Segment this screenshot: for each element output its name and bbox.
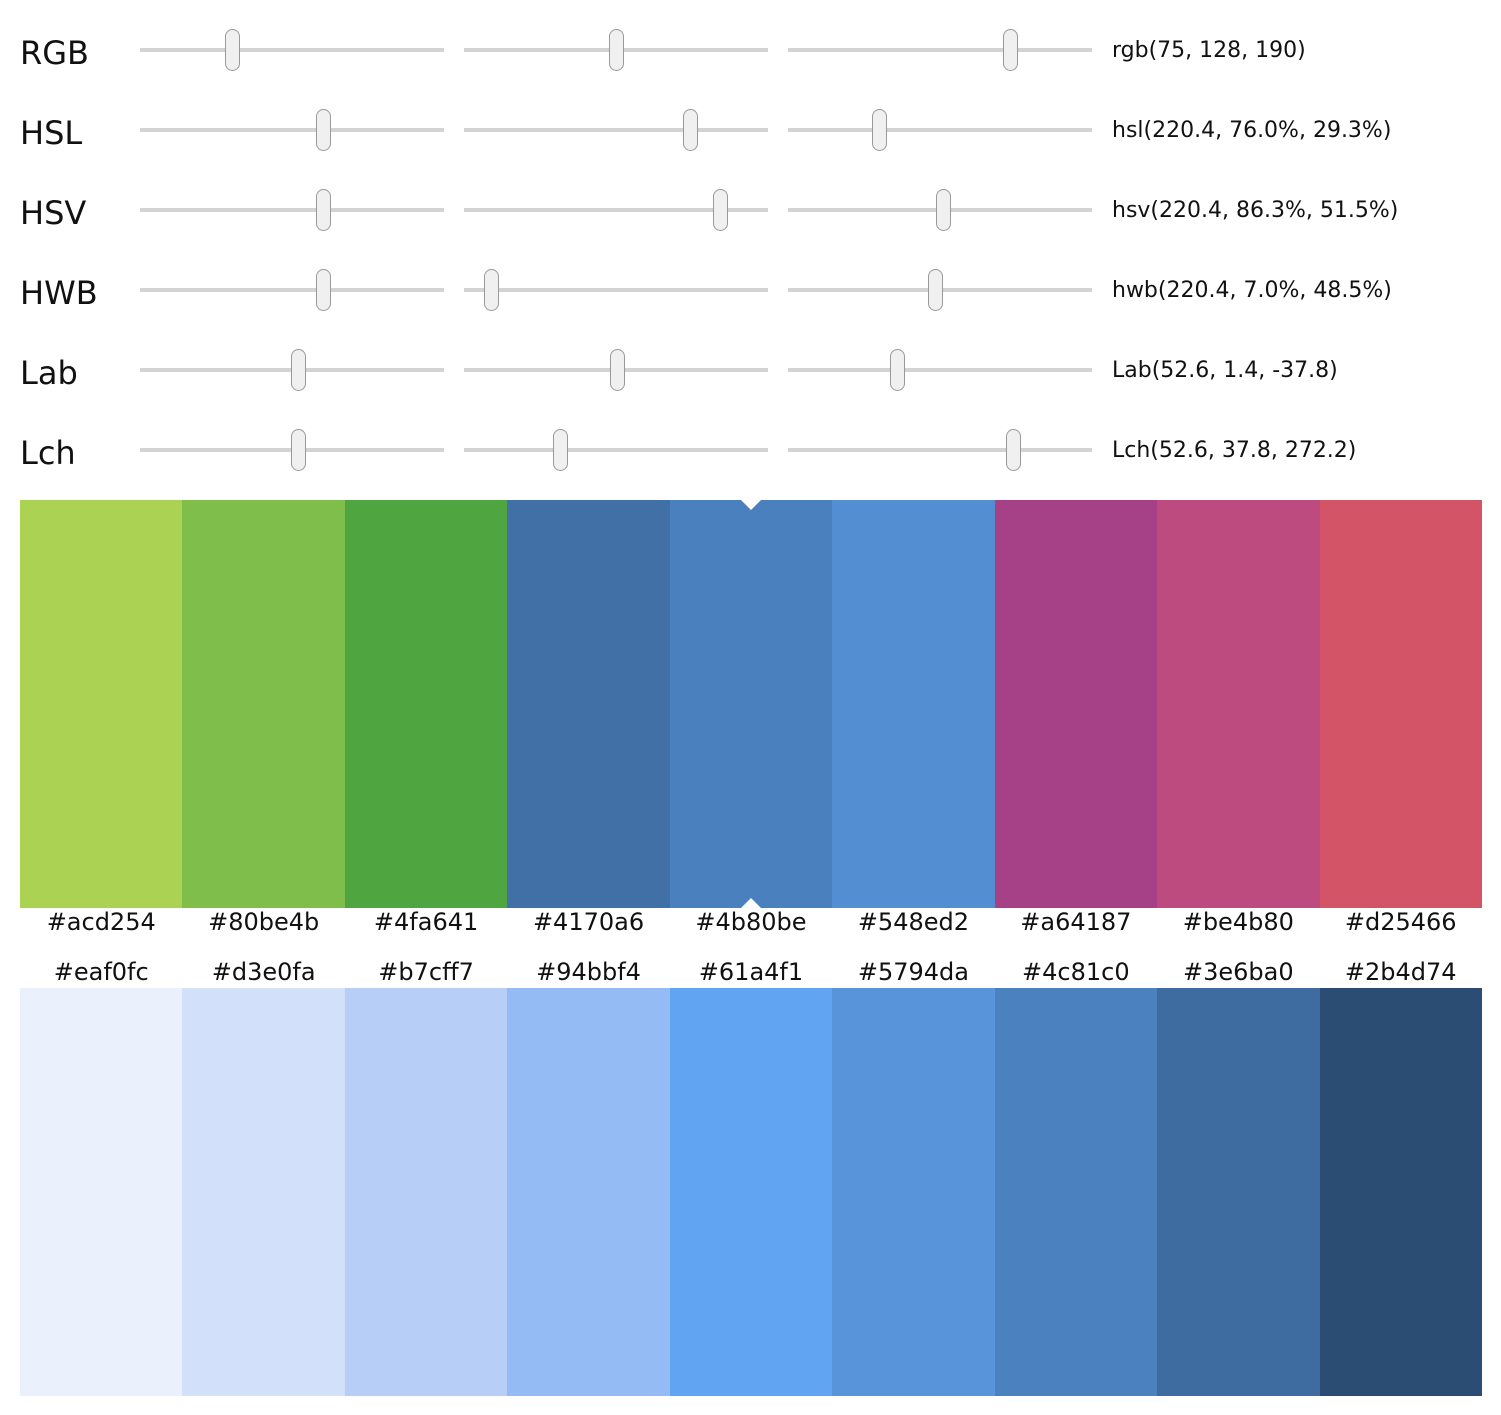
slider-thumb[interactable]: [927, 269, 943, 311]
model-row-hsv: HSV hsv(220.4, 86.3%, 51.5%): [0, 180, 1501, 240]
harmony-swatch[interactable]: [1157, 500, 1320, 908]
model-row-rgb: RGB rgb(75, 128, 190): [0, 20, 1501, 80]
slider-thumb[interactable]: [553, 429, 569, 471]
model-label: Lab: [20, 354, 78, 392]
slider-thumb[interactable]: [608, 29, 624, 71]
model-value: Lch(52.6, 37.8, 272.2): [1112, 438, 1357, 463]
shades-hex: #3e6ba0: [1182, 958, 1294, 986]
harmony-swatch[interactable]: [669, 500, 833, 908]
shades-hex: #94bbf4: [536, 958, 641, 986]
harmony-hex: #4fa641: [373, 908, 479, 936]
shades-hex: #d3e0fa: [211, 958, 316, 986]
harmony-hex: #548ed2: [857, 908, 969, 936]
harmony-swatch[interactable]: [182, 500, 345, 908]
model-label: RGB: [20, 34, 89, 72]
model-label: HWB: [20, 274, 98, 312]
slider-thumb[interactable]: [610, 349, 626, 391]
slider-thumb[interactable]: [316, 189, 332, 231]
harmony-hex: #be4b80: [1182, 908, 1294, 936]
harmony-swatch[interactable]: [832, 500, 995, 908]
harmony-swatch[interactable]: [507, 500, 670, 908]
model-value: hwb(220.4, 7.0%, 48.5%): [1112, 278, 1392, 303]
slider-hwb-2[interactable]: [464, 269, 768, 311]
slider-thumb[interactable]: [872, 109, 888, 151]
slider-thumb[interactable]: [712, 189, 728, 231]
slider-hwb-3[interactable]: [788, 269, 1092, 311]
slider-lch-1[interactable]: [140, 429, 444, 471]
shades-hex: #5794da: [857, 958, 969, 986]
slider-hsl-1[interactable]: [140, 109, 444, 151]
model-value: hsv(220.4, 86.3%, 51.5%): [1112, 198, 1399, 223]
shades-swatch[interactable]: [832, 988, 995, 1396]
slider-hsl-2[interactable]: [464, 109, 768, 151]
slider-thumb[interactable]: [224, 29, 240, 71]
shade-swatches: [20, 988, 1482, 1396]
slider-thumb[interactable]: [316, 109, 332, 151]
slider-hwb-1[interactable]: [140, 269, 444, 311]
shades-swatch[interactable]: [507, 988, 670, 1396]
shades-swatch[interactable]: [994, 988, 1158, 1396]
slider-hsv-1[interactable]: [140, 189, 444, 231]
slider-thumb[interactable]: [936, 189, 952, 231]
model-value: hsl(220.4, 76.0%, 29.3%): [1112, 118, 1392, 143]
slider-rgb-2[interactable]: [464, 29, 768, 71]
model-value: rgb(75, 128, 190): [1112, 38, 1306, 63]
slider-thumb[interactable]: [1002, 29, 1018, 71]
harmony-swatch[interactable]: [1319, 500, 1482, 908]
harmony-swatches: [20, 500, 1482, 908]
slider-lch-2[interactable]: [464, 429, 768, 471]
selected-marker-top: [741, 500, 761, 510]
shades-swatch[interactable]: [182, 988, 345, 1396]
harmony-swatch[interactable]: [20, 500, 183, 908]
harmony-hex: #a64187: [1020, 908, 1132, 936]
harmony-swatch[interactable]: [344, 500, 508, 908]
slider-lab-1[interactable]: [140, 349, 444, 391]
model-row-lch: Lch Lch(52.6, 37.8, 272.2): [0, 420, 1501, 480]
model-label: HSV: [20, 194, 87, 232]
slider-hsv-2[interactable]: [464, 189, 768, 231]
model-row-hsl: HSL hsl(220.4, 76.0%, 29.3%): [0, 100, 1501, 160]
model-value: Lab(52.6, 1.4, -37.8): [1112, 358, 1338, 383]
model-label: Lch: [20, 434, 76, 472]
shades-swatch[interactable]: [344, 988, 508, 1396]
slider-rgb-3[interactable]: [788, 29, 1092, 71]
slider-lch-3[interactable]: [788, 429, 1092, 471]
harmony-hex: #80be4b: [208, 908, 320, 936]
harmony-hex: #4b80be: [695, 908, 807, 936]
slider-thumb[interactable]: [682, 109, 698, 151]
model-row-lab: Lab Lab(52.6, 1.4, -37.8): [0, 340, 1501, 400]
shades-hex: #61a4f1: [698, 958, 804, 986]
slider-thumb[interactable]: [1005, 429, 1021, 471]
shades-hex: #eaf0fc: [53, 958, 149, 986]
harmony-hex: #acd254: [46, 908, 156, 936]
slider-hsv-3[interactable]: [788, 189, 1092, 231]
slider-hsl-3[interactable]: [788, 109, 1092, 151]
model-row-hwb: HWB hwb(220.4, 7.0%, 48.5%): [0, 260, 1501, 320]
slider-thumb[interactable]: [291, 349, 307, 391]
slider-rgb-1[interactable]: [140, 29, 444, 71]
harmony-hex-labels: #acd254 #80be4b #4fa641 #4170a6 #4b80be #548e…: [20, 908, 1482, 936]
slider-thumb[interactable]: [889, 349, 905, 391]
slider-lab-3[interactable]: [788, 349, 1092, 391]
harmony-hex: #4170a6: [532, 908, 645, 936]
slider-thumb[interactable]: [484, 269, 500, 311]
harmony-swatch[interactable]: [994, 500, 1158, 908]
shade-hex-labels: #eaf0fc #d3e0fa #b7cff7 #94bbf4 #61a4f1 #5794…: [20, 958, 1482, 986]
shades-hex: #b7cff7: [378, 958, 474, 986]
model-label: HSL: [20, 114, 83, 152]
shades-swatch[interactable]: [1157, 988, 1320, 1396]
shades-hex: #4c81c0: [1022, 958, 1130, 986]
shades-swatch[interactable]: [20, 988, 183, 1396]
slider-thumb[interactable]: [291, 429, 307, 471]
shades-swatch[interactable]: [669, 988, 833, 1396]
selected-marker-bottom: [741, 898, 761, 908]
slider-lab-2[interactable]: [464, 349, 768, 391]
harmony-hex: #d25466: [1344, 908, 1457, 936]
slider-thumb[interactable]: [316, 269, 332, 311]
shades-swatch[interactable]: [1319, 988, 1482, 1396]
shades-hex: #2b4d74: [1344, 958, 1457, 986]
